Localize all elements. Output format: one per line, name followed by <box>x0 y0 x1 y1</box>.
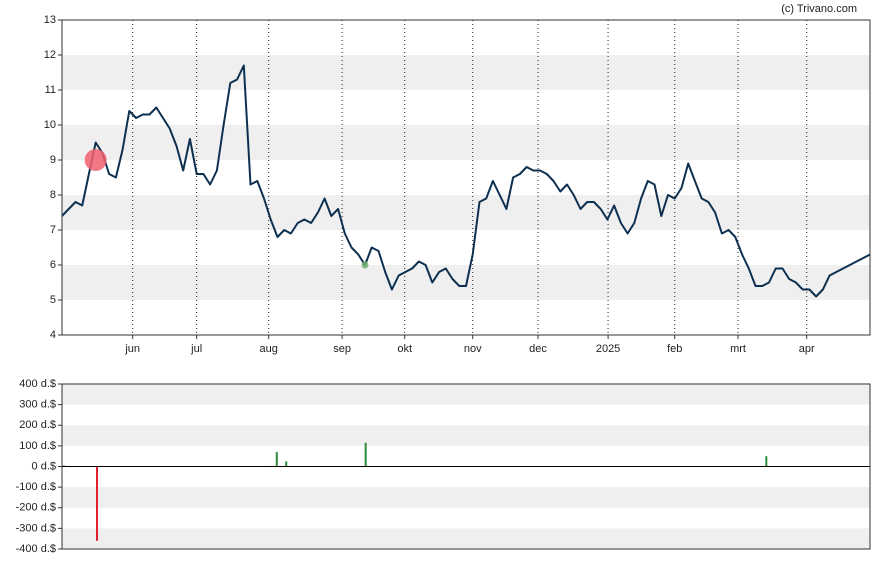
x-tick-label: dec <box>529 343 547 355</box>
x-tick-label: aug <box>260 343 278 355</box>
grid-band <box>62 195 870 230</box>
x-tick-label: apr <box>799 343 815 355</box>
bar <box>63 465 66 467</box>
x-tick-label: mrt <box>730 343 746 355</box>
y-tick-label: 100 d.$ <box>19 440 56 452</box>
bar <box>275 452 278 467</box>
y-tick-label: 200 d.$ <box>19 419 56 431</box>
price-line <box>61 64 871 298</box>
y-tick-label: 5 <box>50 294 56 306</box>
y-tick-label: 7 <box>50 224 56 236</box>
y-tick-label: 0 d.$ <box>32 460 56 472</box>
y-tick-label: -100 d.$ <box>16 481 56 493</box>
plot-frame <box>61 383 871 550</box>
y-tick-label: 10 <box>44 119 56 131</box>
bar <box>765 456 768 467</box>
grid-band <box>62 528 870 549</box>
y-tick-label: 4 <box>50 329 56 341</box>
y-tick-label: 6 <box>50 259 56 271</box>
y-tick-label: -300 d.$ <box>16 522 56 534</box>
grid-band <box>62 425 870 446</box>
bar <box>96 466 99 541</box>
bar <box>285 461 288 467</box>
grid-band <box>62 55 870 90</box>
x-tick-label: jul <box>190 343 202 355</box>
plot-frame <box>61 19 871 336</box>
bar <box>364 442 367 467</box>
y-tick-label: 300 d.$ <box>19 399 56 411</box>
x-tick-label: sep <box>333 343 351 355</box>
y-tick-label: 400 d.$ <box>19 378 56 390</box>
y-tick-label: 8 <box>50 189 56 201</box>
grid-band <box>62 125 870 160</box>
trade-marker <box>84 149 107 171</box>
trade-marker <box>361 261 369 269</box>
y-tick-label: -200 d.$ <box>16 502 56 514</box>
x-tick-label: jun <box>124 343 140 355</box>
y-tick-label: 13 <box>44 14 56 26</box>
y-tick-label: 12 <box>44 49 56 61</box>
credit: (c) Trivano.com <box>781 3 857 15</box>
y-tick-label: 9 <box>50 154 56 166</box>
grid-band <box>62 487 870 508</box>
y-tick-label: 11 <box>45 84 56 96</box>
x-tick-label: feb <box>667 343 682 355</box>
x-tick-label: okt <box>397 343 412 355</box>
grid-band <box>62 384 870 405</box>
x-tick-label: 2025 <box>596 343 620 355</box>
y-tick-label: -400 d.$ <box>16 543 56 555</box>
x-tick-label: nov <box>464 343 482 355</box>
